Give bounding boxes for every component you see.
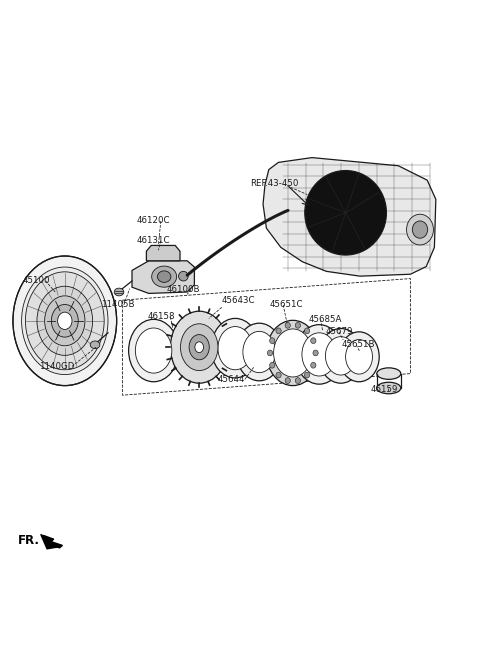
Text: 45651B: 45651B — [342, 340, 375, 349]
Ellipse shape — [285, 378, 290, 384]
Ellipse shape — [377, 368, 401, 379]
Ellipse shape — [295, 323, 300, 328]
Text: 45100: 45100 — [23, 276, 50, 285]
Ellipse shape — [412, 221, 428, 238]
Text: 46120C: 46120C — [137, 216, 170, 226]
Ellipse shape — [25, 272, 104, 370]
Ellipse shape — [325, 337, 356, 375]
Ellipse shape — [135, 328, 172, 373]
Ellipse shape — [114, 288, 124, 296]
Text: 46159: 46159 — [371, 385, 398, 394]
Ellipse shape — [295, 378, 300, 384]
Text: 46131C: 46131C — [137, 236, 170, 245]
Polygon shape — [263, 157, 436, 276]
Ellipse shape — [51, 304, 78, 337]
Text: REF.43-450: REF.43-450 — [251, 180, 299, 188]
Text: 45643C: 45643C — [222, 296, 255, 304]
Text: FR.: FR. — [18, 534, 40, 546]
Ellipse shape — [346, 340, 372, 374]
Ellipse shape — [311, 362, 316, 368]
Ellipse shape — [339, 332, 379, 382]
Ellipse shape — [90, 341, 100, 348]
Ellipse shape — [304, 372, 310, 378]
Text: 45679: 45679 — [325, 327, 353, 337]
Ellipse shape — [189, 335, 209, 359]
Ellipse shape — [276, 328, 281, 334]
Ellipse shape — [236, 323, 282, 380]
Ellipse shape — [45, 296, 85, 346]
Ellipse shape — [274, 329, 312, 377]
Ellipse shape — [211, 318, 259, 378]
Ellipse shape — [305, 171, 386, 255]
Ellipse shape — [180, 324, 218, 371]
Ellipse shape — [295, 325, 343, 384]
Ellipse shape — [267, 350, 273, 356]
Ellipse shape — [266, 320, 319, 386]
Ellipse shape — [313, 350, 318, 356]
Ellipse shape — [13, 256, 117, 386]
Ellipse shape — [302, 333, 336, 376]
Ellipse shape — [243, 331, 276, 373]
Polygon shape — [132, 261, 194, 293]
Ellipse shape — [304, 328, 310, 334]
Ellipse shape — [195, 342, 204, 352]
Ellipse shape — [270, 362, 275, 368]
Ellipse shape — [319, 329, 363, 383]
Ellipse shape — [129, 319, 179, 382]
Text: 11405B: 11405B — [101, 300, 134, 310]
Ellipse shape — [157, 271, 171, 282]
Ellipse shape — [37, 286, 93, 356]
Text: 45651C: 45651C — [270, 300, 303, 310]
Text: 45685A: 45685A — [308, 315, 342, 324]
Polygon shape — [41, 535, 59, 549]
Ellipse shape — [179, 272, 188, 281]
Ellipse shape — [377, 382, 401, 394]
Text: 46158: 46158 — [148, 312, 175, 321]
Ellipse shape — [170, 311, 228, 383]
Text: 45644: 45644 — [217, 375, 245, 384]
Ellipse shape — [270, 338, 275, 344]
Ellipse shape — [285, 323, 290, 328]
Ellipse shape — [407, 215, 433, 245]
Ellipse shape — [58, 312, 72, 329]
Polygon shape — [43, 535, 62, 548]
Ellipse shape — [276, 372, 281, 378]
Ellipse shape — [218, 327, 252, 370]
Ellipse shape — [311, 338, 316, 344]
Polygon shape — [146, 245, 180, 261]
Ellipse shape — [152, 266, 177, 287]
Text: 46100B: 46100B — [167, 285, 201, 294]
Ellipse shape — [22, 267, 108, 375]
Text: 1140GD: 1140GD — [39, 362, 75, 371]
